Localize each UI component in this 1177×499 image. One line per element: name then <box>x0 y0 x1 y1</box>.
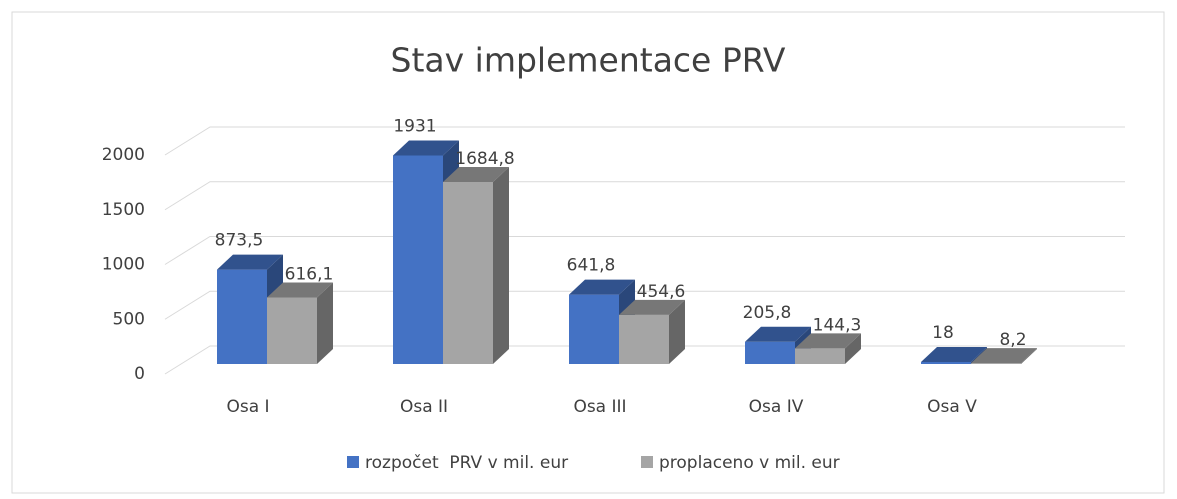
data-label: 18 <box>932 323 954 343</box>
y-tick-label: 1500 <box>102 200 145 220</box>
bar-top <box>971 348 1037 364</box>
grid-line <box>164 126 1125 156</box>
legend-label: rozpočet PRV v mil. eur <box>365 453 568 473</box>
bar-front <box>795 348 845 364</box>
bar-top <box>393 140 459 156</box>
grid-line <box>164 236 1125 265</box>
bar-front <box>393 155 443 364</box>
y-tick-label: 500 <box>113 309 145 329</box>
legend-swatch <box>347 456 359 468</box>
bar-top <box>921 347 987 363</box>
bar-side <box>845 333 861 364</box>
bar-top <box>745 326 811 342</box>
bar <box>267 282 333 364</box>
data-label: 1684,8 <box>455 149 514 169</box>
y-tick-label: 2000 <box>102 145 145 165</box>
bar-front <box>217 269 267 364</box>
chart-title: Stav implementace PRV <box>391 41 786 80</box>
bar-top <box>795 333 861 349</box>
chart-border <box>11 11 1165 494</box>
bar-front <box>267 297 317 364</box>
x-tick-label: Osa III <box>573 397 626 417</box>
bar-front <box>569 294 619 364</box>
data-label: 144,3 <box>813 315 862 335</box>
bar-front <box>971 363 1021 364</box>
data-label: 454,6 <box>637 282 686 302</box>
bar-side <box>669 299 685 364</box>
x-tick-label: Osa I <box>226 397 269 417</box>
bar-top <box>569 279 635 295</box>
grid-line <box>164 181 1125 211</box>
data-label: 8,2 <box>999 330 1026 350</box>
y-tick-label: 1000 <box>102 255 145 275</box>
legend-swatch <box>641 456 653 468</box>
bar-front <box>619 314 669 364</box>
bar-top <box>443 167 509 183</box>
bar-side <box>493 167 509 364</box>
grid-line <box>164 290 1125 320</box>
bar-front <box>443 182 493 364</box>
x-tick-label: Osa IV <box>749 397 804 417</box>
bar <box>971 348 1037 364</box>
bar <box>745 326 811 364</box>
bar-side <box>317 282 333 364</box>
data-label: 205,8 <box>743 303 792 323</box>
bar-top <box>619 299 685 315</box>
x-tick-label: Osa V <box>927 397 977 417</box>
bar <box>795 333 861 364</box>
bar-front <box>921 362 971 364</box>
bar-top <box>267 282 333 298</box>
legend-label: proplaceno v mil. eur <box>659 453 840 473</box>
bar-front <box>745 341 795 364</box>
data-label: 641,8 <box>567 256 616 276</box>
x-tick-label: Osa II <box>400 397 448 417</box>
y-tick-label: 0 <box>134 364 145 384</box>
bar <box>443 167 509 364</box>
bar-top <box>217 254 283 270</box>
bar-side <box>1021 348 1037 364</box>
data-label: 1931 <box>393 116 436 136</box>
data-label: 616,1 <box>285 264 334 284</box>
bar <box>619 299 685 364</box>
data-label: 873,5 <box>215 231 264 251</box>
